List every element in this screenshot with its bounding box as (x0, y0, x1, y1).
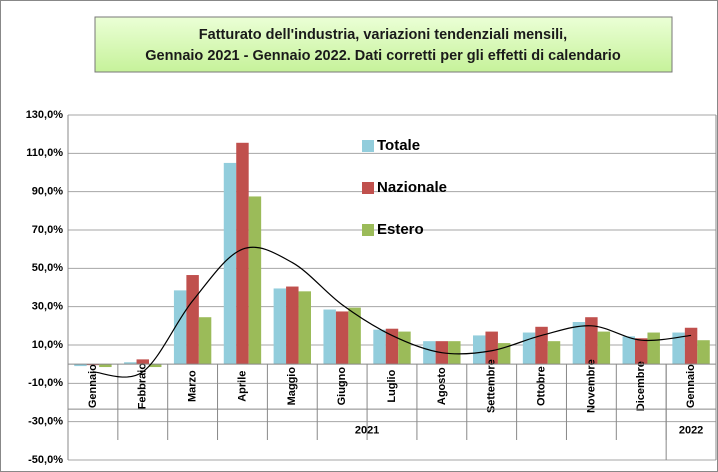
bar (547, 341, 561, 365)
bar (273, 288, 287, 365)
bar (348, 307, 361, 365)
bar (684, 327, 698, 365)
x-tick-label: Marzo (187, 370, 199, 402)
bar (473, 335, 486, 365)
x-tick-label: Febbraio (137, 363, 149, 410)
trend-line (92, 246, 692, 378)
y-tick-label: 110,0% (26, 147, 63, 159)
y-tick-label: 10,0% (32, 339, 63, 351)
legend-label: Nazionale (377, 179, 447, 196)
bar (572, 322, 586, 365)
bar (672, 332, 685, 365)
y-tick-label: -10,0% (28, 377, 63, 389)
bar (448, 341, 461, 365)
x-tick-label: Gennaio (87, 364, 99, 408)
bar (136, 359, 149, 365)
bar (198, 317, 212, 365)
x-tick-label: Ottobre (535, 366, 547, 406)
bar (124, 362, 137, 365)
bar (186, 275, 199, 365)
bar (697, 340, 710, 365)
bar (286, 286, 299, 365)
x-tick-label: Maggio (286, 367, 298, 406)
bar (173, 290, 187, 365)
y-tick-label: 50,0% (32, 262, 63, 274)
year-label: 2022 (679, 424, 703, 436)
legend-label: Totale (377, 137, 420, 154)
bar (635, 338, 648, 365)
bar (99, 364, 112, 368)
y-tick-label: 90,0% (32, 186, 63, 198)
bar (373, 329, 386, 365)
x-tick-label: Luglio (386, 369, 398, 402)
bar (597, 331, 611, 365)
bar (647, 332, 660, 365)
bar (236, 142, 249, 365)
bar (335, 311, 349, 365)
y-tick-label: 70,0% (32, 224, 63, 236)
bar (385, 328, 399, 365)
y-tick-label: -50,0% (28, 454, 63, 466)
bar (485, 331, 498, 365)
bar (223, 162, 237, 365)
legend-swatch (362, 224, 374, 236)
x-tick-label: Gennaio (685, 364, 697, 408)
legend-label: Estero (377, 221, 424, 238)
bar (398, 331, 411, 365)
bar (585, 317, 598, 365)
bar (423, 341, 436, 365)
title-box (94, 16, 673, 73)
y-tick-label: 30,0% (32, 301, 63, 313)
bar (323, 309, 336, 365)
bar (535, 326, 548, 365)
x-tick-label: Settembre (486, 359, 498, 413)
x-tick-label: Novembre (585, 359, 597, 413)
legend-swatch (362, 140, 374, 152)
legend-swatch (362, 182, 374, 194)
x-tick-label: Agosto (436, 367, 448, 405)
x-tick-label: Dicembre (635, 361, 647, 411)
bar (248, 196, 262, 365)
y-tick-label: 130,0% (26, 109, 64, 121)
bar (74, 364, 87, 367)
x-tick-label: Giugno (336, 367, 348, 406)
chart-title: Gennaio 2021 - Gennaio 2022. Dati corret… (145, 48, 621, 64)
bar (149, 364, 162, 368)
bar (622, 336, 635, 365)
x-tick-label: Aprile (236, 371, 248, 402)
bar (298, 291, 311, 365)
chart-title: Fatturato dell'industria, variazioni ten… (199, 27, 567, 43)
y-tick-label: -30,0% (28, 416, 63, 428)
year-label: 2021 (355, 424, 379, 436)
